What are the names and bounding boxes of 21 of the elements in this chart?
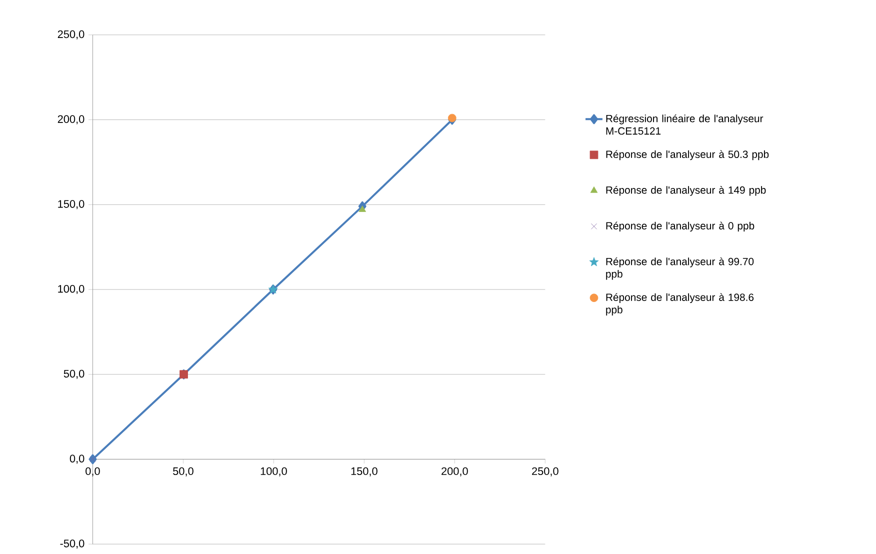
x-tick-label: 150,0	[351, 467, 378, 476]
legend-label: Réponse de l'analyseur à 149 ppb	[606, 186, 766, 196]
point	[358, 206, 366, 212]
legend-label: Réponse de l'analyseur à 0 ppb	[606, 222, 754, 232]
x-tick-label: 100,0	[260, 467, 287, 476]
legend-label: Réponse de l'analyseur à 198.6 ppb	[606, 293, 754, 316]
legend-label: Réponse de l'analyseur à 50.3 ppb	[606, 150, 769, 160]
x-tick-label: 0,0	[86, 467, 100, 476]
y-tick-label: 200,0	[58, 115, 84, 124]
y-tick-label: 50,0	[64, 370, 84, 379]
legend-label: Réponse de l'analyseur à 99.70 ppb	[606, 257, 754, 280]
x-tick-label: 250,0	[532, 467, 558, 476]
y-tick-label: 0,0	[70, 454, 84, 464]
x-tick-label: 50,0	[173, 467, 194, 476]
legend-label: Régression linéaire de l'analyseur M-CE15121	[606, 114, 764, 135]
y-tick-label: -50,0	[60, 540, 84, 549]
point	[448, 114, 456, 122]
y-tick-label: 250,0	[58, 30, 84, 40]
y-tick-label: 150,0	[58, 200, 84, 210]
x-tick-label: 200,0	[442, 467, 468, 476]
y-tick-label: 100,0	[58, 284, 84, 294]
